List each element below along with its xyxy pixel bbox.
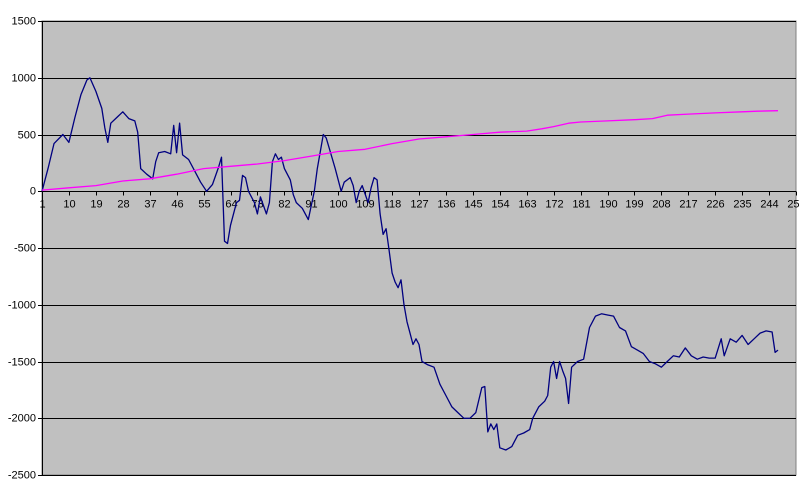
x-tick-label: 253 [787, 199, 800, 211]
x-tick-label: 118 [384, 199, 402, 211]
x-tick-label: 217 [679, 199, 697, 211]
x-tick-label: 82 [278, 199, 290, 211]
y-tick-label: 500 [18, 129, 36, 141]
plot-area-group: 1500 1000 500 0 -500 -1000 -1500 -2000 -2500 1 10 1… [8, 15, 800, 481]
x-tick-label: 172 [545, 199, 563, 211]
series-line-2 [41, 110, 779, 191]
y-tick-label: -1000 [8, 299, 36, 311]
y-tick-label: -2500 [8, 469, 36, 481]
x-tick-label: 190 [599, 199, 617, 211]
x-tick-label: 127 [410, 199, 428, 211]
x-tick-label: 235 [733, 199, 751, 211]
x-tick-label: 244 [760, 199, 778, 211]
x-tick-label: 109 [356, 199, 374, 211]
y-tick-label: -2000 [8, 412, 36, 424]
x-tick-label: 28 [117, 199, 129, 211]
x-tick-label: 37 [144, 199, 156, 211]
x-tick-label: 163 [518, 199, 536, 211]
x-tick-label: 154 [491, 199, 509, 211]
x-tick-label: 226 [706, 199, 724, 211]
x-tick-label: 208 [652, 199, 670, 211]
y-tick-label: 1000 [12, 72, 36, 84]
x-tick-label: 55 [198, 199, 210, 211]
x-tick-label: 199 [625, 199, 643, 211]
x-tick-label: 10 [63, 199, 75, 211]
x-tick-label: 136 [437, 199, 455, 211]
x-tick-label: 46 [171, 199, 183, 211]
x-tick-label: 100 [329, 199, 347, 211]
x-tick-label: 1 [39, 199, 45, 211]
x-tick-label: 145 [464, 199, 482, 211]
series-line-1 [41, 77, 779, 451]
y-tick-label: -500 [14, 242, 36, 254]
x-tick-label: 19 [90, 199, 102, 211]
y-tick-label: 1500 [12, 15, 36, 27]
y-tick-label: -1500 [8, 356, 36, 368]
x-tick-label: 181 [572, 199, 590, 211]
y-tick-label: 0 [30, 185, 36, 197]
